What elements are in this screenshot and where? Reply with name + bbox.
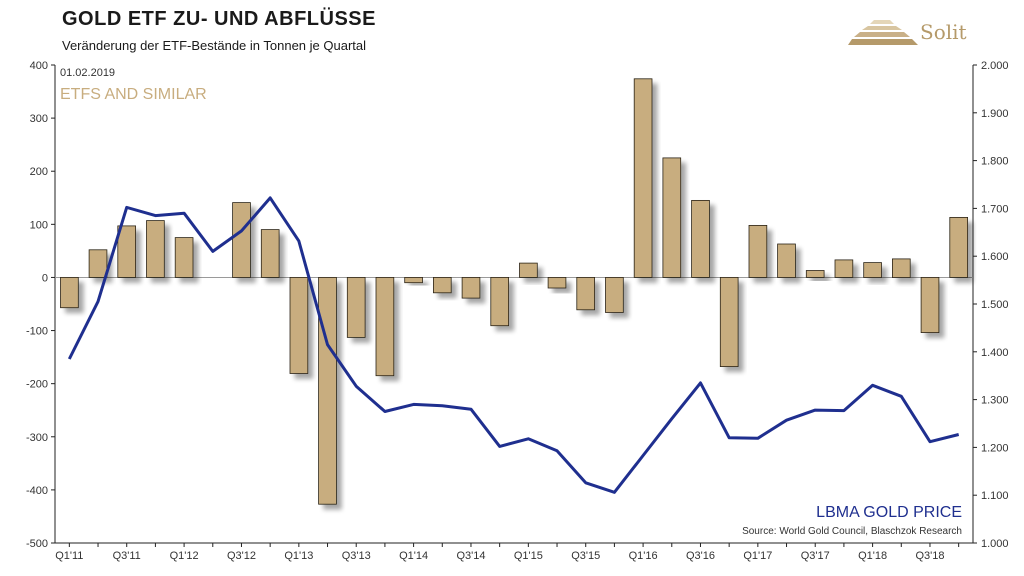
- right-tick-label: 1.600: [981, 251, 1009, 263]
- etf-bar: [748, 224, 768, 278]
- etf-bar: [920, 276, 940, 333]
- etf-bar: [490, 276, 509, 327]
- right-tick-label: 1.400: [981, 347, 1009, 359]
- right-tick-label: 1.800: [981, 156, 1009, 168]
- etf-bar: [805, 270, 825, 278]
- source-note: Source: World Gold Council, Blaschzok Re…: [742, 526, 962, 537]
- line-series-label: LBMA GOLD PRICE: [816, 504, 962, 521]
- x-tick-label: Q1'11: [55, 550, 83, 562]
- right-tick-label: 1.200: [981, 442, 1009, 454]
- right-tick-label: 1.700: [981, 203, 1009, 215]
- left-tick-label: 200: [30, 166, 48, 178]
- x-tick-label: Q1'15: [514, 550, 543, 562]
- x-tick-label: Q3'14: [456, 550, 485, 562]
- x-tick-label: Q3'15: [571, 550, 600, 562]
- etf-bar: [375, 276, 395, 377]
- etf-bar: [318, 276, 337, 505]
- right-tick-label: 1.100: [981, 490, 1009, 502]
- left-tick-label: 0: [42, 272, 48, 284]
- right-tick-label: 1.300: [981, 395, 1009, 407]
- etf-bar: [691, 199, 710, 278]
- left-tick-label: 100: [30, 219, 48, 231]
- etf-bar: [519, 262, 538, 278]
- left-axis-ticks: -500 -400 -300 -200 -100 0 100 200 300 400: [26, 60, 55, 550]
- etf-bar: [633, 78, 653, 278]
- etf-bar: [260, 229, 280, 278]
- etf-bar: [719, 276, 739, 367]
- right-tick-label: 1.900: [981, 108, 1009, 120]
- x-tick-label: Q3'16: [686, 550, 715, 562]
- x-tick-label: Q1'12: [170, 550, 199, 562]
- x-tick-label: Q1'17: [743, 550, 772, 562]
- left-tick-label: -400: [26, 485, 48, 497]
- etf-bar: [834, 259, 854, 278]
- etf-bar: [892, 258, 911, 278]
- etf-bar: [88, 249, 108, 278]
- left-tick-label: 300: [30, 113, 48, 125]
- right-axis-ticks: 1.000 1.100 1.200 1.300 1.400 1.500 1.600 1.700…: [973, 60, 1009, 550]
- etf-bar: [863, 262, 882, 278]
- etf-bar: [346, 276, 366, 338]
- chart-subtitle: Veränderung der ETF-Bestände in Tonnen j…: [62, 38, 367, 53]
- left-tick-label: -500: [26, 538, 48, 550]
- etf-bars: [60, 78, 968, 505]
- etf-bar: [777, 243, 796, 278]
- etf-bar: [662, 157, 682, 278]
- etf-bar: [146, 220, 165, 278]
- etf-bar: [605, 276, 624, 313]
- x-tick-label: Q3'17: [801, 550, 830, 562]
- etf-bar: [547, 276, 567, 289]
- left-tick-label: 400: [30, 60, 48, 72]
- x-tick-label: Q3'13: [342, 550, 371, 562]
- gold-price-line-layer: [67, 196, 960, 494]
- x-tick-label: Q1'16: [629, 550, 658, 562]
- etf-bar: [404, 276, 423, 284]
- x-tick-label: Q1'13: [284, 550, 313, 562]
- x-tick-label: Q3'11: [113, 550, 141, 562]
- left-tick-label: -100: [26, 326, 48, 338]
- etf-bar: [232, 202, 251, 278]
- right-tick-label: 2.000: [981, 60, 1009, 72]
- x-tick-label: Q1'18: [858, 550, 887, 562]
- date-label: 01.02.2019: [60, 67, 115, 79]
- left-tick-label: -200: [26, 379, 48, 391]
- chart-title: GOLD ETF ZU- UND ABFLÜSSE: [62, 8, 376, 30]
- plot-frame: [54, 65, 974, 544]
- right-tick-label: 1.500: [981, 299, 1009, 311]
- etf-bar: [289, 276, 309, 374]
- right-tick-label: 1.000: [981, 538, 1009, 550]
- bar-series-label: ETFS AND SIMILAR: [60, 86, 207, 103]
- x-tick-label: Q1'14: [399, 550, 428, 562]
- gold-price-line: [67, 196, 960, 494]
- etf-bar: [461, 276, 481, 299]
- x-tick-label: Q3'18: [915, 550, 944, 562]
- etf-bar: [432, 276, 452, 294]
- left-tick-label: -300: [26, 432, 48, 444]
- x-axis-ticks: Q1'11 Q3'11 Q1'12 Q3'12 Q1'13 Q3'13 Q1'14 Q3'14…: [55, 543, 960, 562]
- etf-bar: [576, 276, 595, 311]
- etf-bar: [949, 216, 968, 278]
- logo-text: Solit: [920, 20, 967, 44]
- etf-bar: [60, 276, 79, 309]
- etf-bar: [174, 237, 194, 278]
- x-tick-label: Q3'12: [227, 550, 256, 562]
- etf-bar: [117, 225, 137, 278]
- solit-pyramid-icon: [848, 20, 918, 45]
